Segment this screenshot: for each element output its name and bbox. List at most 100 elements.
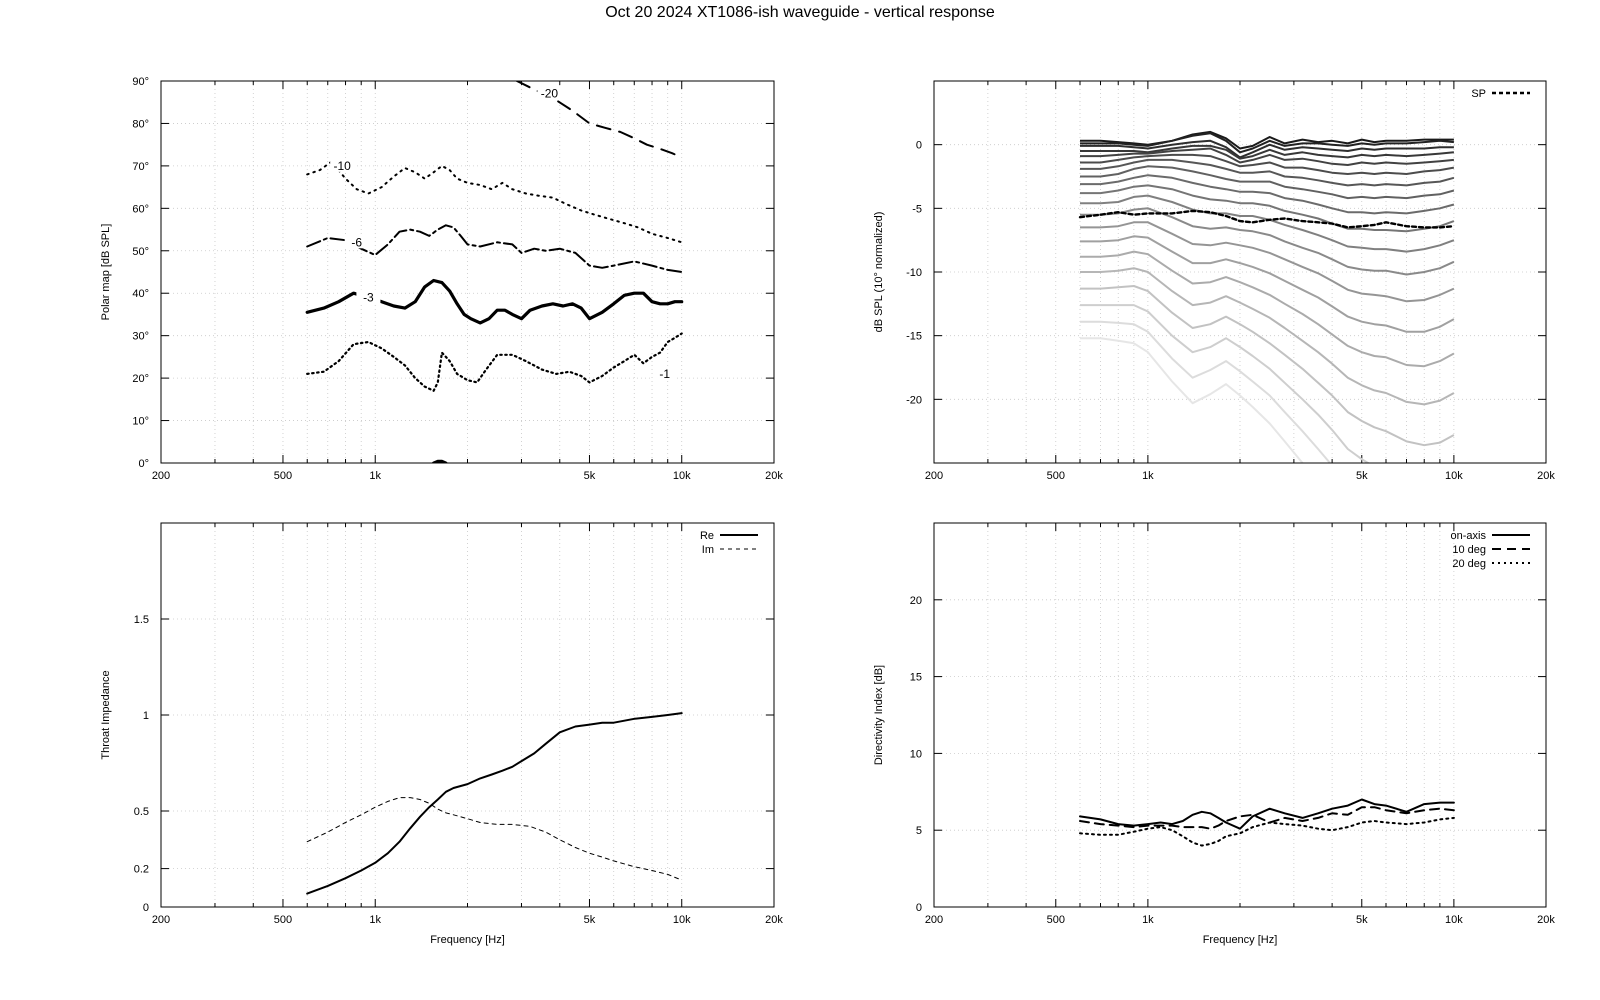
y-tick-label: 0.2	[134, 864, 149, 876]
y-tick-label: 0	[143, 902, 149, 914]
legend-label: SP	[1471, 88, 1486, 100]
y-tick-label: 20	[910, 595, 922, 607]
angle-curve	[1080, 153, 1455, 175]
x-tick-label: 500	[274, 914, 292, 926]
x-tick-label: 20k	[765, 914, 783, 926]
x-tick-label: 1k	[1142, 470, 1154, 482]
plot-frame	[933, 522, 1547, 908]
series-line	[306, 224, 683, 273]
y-tick-label: 90°	[132, 76, 149, 88]
angle-curve	[1080, 174, 1455, 215]
series-line	[306, 797, 683, 881]
y-tick-label: -20	[906, 394, 922, 406]
y-tick-label: 20°	[132, 373, 149, 385]
angle-curve	[1080, 194, 1455, 253]
plot-frame	[160, 80, 775, 464]
legend-label: 10 deg	[1452, 544, 1486, 556]
y-tick-label: 70°	[132, 161, 149, 173]
series-line	[306, 332, 683, 392]
angle-curve	[1080, 267, 1455, 406]
y-tick-label: 80°	[132, 118, 149, 130]
y-tick-label: -5	[912, 203, 922, 215]
x-tick-label: 500	[1047, 470, 1065, 482]
x-tick-label: 200	[152, 470, 170, 482]
y-tick-label: 15	[910, 672, 922, 684]
x-tick-label: 1k	[369, 914, 381, 926]
angle-curve	[1080, 144, 1454, 160]
angle-curve	[1080, 235, 1455, 333]
series-line	[432, 459, 448, 463]
y-tick-label: 30°	[132, 331, 149, 343]
plot-frame	[160, 522, 775, 908]
angle-curve	[1080, 139, 1454, 159]
x-tick-label: 200	[925, 914, 943, 926]
y-axis-label: dB SPL (10° normalized)	[873, 212, 885, 333]
chart-di: 200 500 1k 5k 10k 20k 0 5 10 15 20 Directivity Inde…	[873, 522, 1555, 946]
x-tick-label: 20k	[765, 470, 783, 482]
x-tick-label: 200	[925, 470, 943, 482]
y-tick-label: 0°	[138, 458, 149, 470]
x-tick-label: 20k	[1537, 914, 1555, 926]
contour-label: -20	[541, 87, 559, 101]
legend-label: Re	[700, 530, 714, 542]
angle-curve	[1080, 320, 1332, 463]
y-tick-label: 0	[916, 140, 922, 152]
chart-polar: 200 500 1k 5k 10k 20k 0° 10° 20° 30° 40° 50° 60° 70° 8…	[100, 76, 783, 482]
series-line	[1079, 816, 1455, 847]
y-axis-label: Polar map [dB SPL]	[100, 224, 112, 321]
contour-label-bg	[330, 157, 355, 172]
contour-label-bg	[344, 234, 369, 249]
legend-label: Im	[702, 544, 714, 556]
y-tick-label: 0	[916, 902, 922, 914]
x-axis-label: Frequency [Hz]	[1203, 934, 1278, 946]
y-tick-label: -10	[906, 267, 922, 279]
x-tick-label: 500	[274, 470, 292, 482]
angle-curve	[1080, 207, 1455, 276]
y-tick-label: 60°	[132, 203, 149, 215]
x-tick-label: 1k	[1142, 914, 1154, 926]
x-tick-label: 10k	[1445, 914, 1463, 926]
y-tick-label: 10°	[132, 416, 149, 428]
contour-label-bg	[356, 289, 381, 304]
y-tick-label: 0.5	[134, 806, 149, 818]
angle-curve	[1080, 285, 1455, 447]
x-tick-label: 5k	[584, 914, 596, 926]
chart-spl: 200 500 1k 5k 10k 20k 0 -5 -10 -15 -20 dB SPL (10° …	[873, 80, 1555, 482]
angle-curve	[1080, 158, 1455, 187]
angle-curve	[1080, 250, 1455, 368]
y-axis-label: Directivity Index [dB]	[873, 665, 885, 765]
x-tick-label: 20k	[1537, 470, 1555, 482]
contour-label: -10	[333, 159, 351, 173]
legend-label: on-axis	[1451, 530, 1487, 542]
angle-curve	[1080, 184, 1455, 233]
series-line	[1078, 209, 1456, 229]
y-tick-label: 50°	[132, 246, 149, 258]
x-tick-label: 1k	[369, 470, 381, 482]
series-line	[1079, 798, 1455, 830]
angle-curve	[1080, 221, 1455, 303]
series-line	[306, 712, 683, 895]
plot-frame	[933, 80, 1547, 464]
page-title: Oct 20 2024 XT1086-ish waveguide - verti…	[605, 4, 995, 21]
x-tick-label: 5k	[1356, 914, 1368, 926]
angle-curve	[1080, 337, 1304, 463]
y-tick-label: 5	[916, 825, 922, 837]
angle-curve	[1080, 132, 1454, 154]
y-tick-label: 10	[910, 748, 922, 760]
chart-impedance: 200 500 1k 5k 10k 20k 0 0.2 0.5 1 1.5 Throat Impeda…	[100, 522, 783, 946]
angle-curve	[1080, 130, 1454, 150]
x-tick-label: 10k	[673, 470, 691, 482]
x-tick-label: 10k	[673, 914, 691, 926]
contour-label-bg	[652, 365, 677, 380]
contour-label: -6	[351, 235, 362, 249]
x-tick-label: 10k	[1445, 470, 1463, 482]
x-axis-label: Frequency [Hz]	[430, 934, 505, 946]
x-tick-label: 5k	[584, 470, 596, 482]
contour-label-bg	[537, 85, 562, 100]
y-axis-label: Throat Impedance	[100, 670, 112, 759]
angle-curve	[1080, 147, 1454, 166]
y-tick-label: 1	[143, 710, 149, 722]
x-tick-label: 5k	[1356, 470, 1368, 482]
y-tick-label: 40°	[132, 288, 149, 300]
